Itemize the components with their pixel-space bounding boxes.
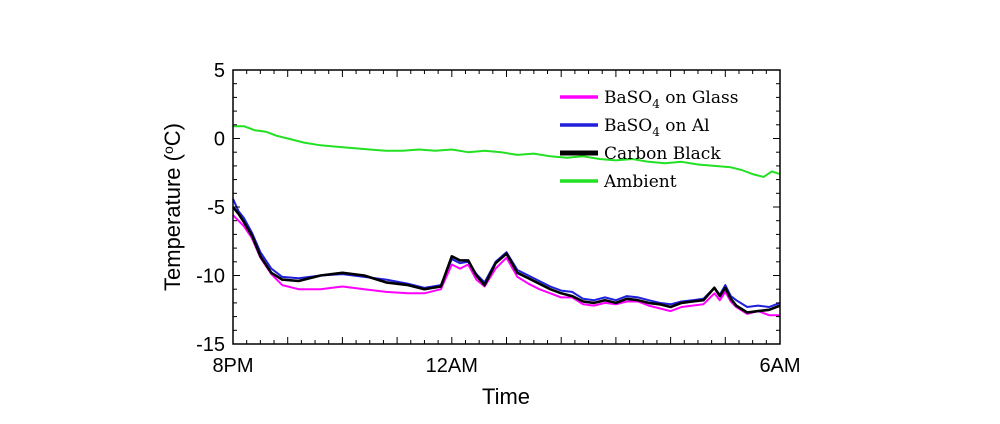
y-axis-title: Temperature (oC) (160, 123, 185, 291)
x-tick-label: 12AM (426, 355, 478, 377)
x-tick-label: 6AM (759, 355, 800, 377)
y-tick-label: -5 (207, 197, 225, 219)
series-line-2 (231, 206, 781, 314)
y-axis-title-sup: o (160, 146, 176, 154)
legend-label: BaSO4 on Glass (604, 88, 738, 111)
legend-label: Carbon Black (604, 144, 721, 164)
y-axis-title-main: Temperature ( (160, 153, 185, 291)
y-tick-label: 5 (214, 60, 225, 82)
series-line-0 (232, 214, 780, 317)
plot-lines (231, 125, 781, 317)
series-line-3 (233, 125, 781, 178)
legend: BaSO4 on Glass BaSO4 on Al Carbon Black Amb… (560, 88, 738, 192)
y-axis-title-unit: C) (160, 123, 185, 146)
y-tick-label: 0 (214, 129, 225, 151)
y-tick-label: -10 (196, 266, 225, 288)
legend-label: BaSO4 on Al (604, 116, 710, 139)
plot-frame (232, 69, 781, 345)
x-tick-label: 8PM (212, 355, 253, 377)
x-axis-title: Time (482, 384, 530, 409)
y-tick-label: -15 (196, 334, 225, 356)
legend-label: Ambient (603, 172, 677, 192)
